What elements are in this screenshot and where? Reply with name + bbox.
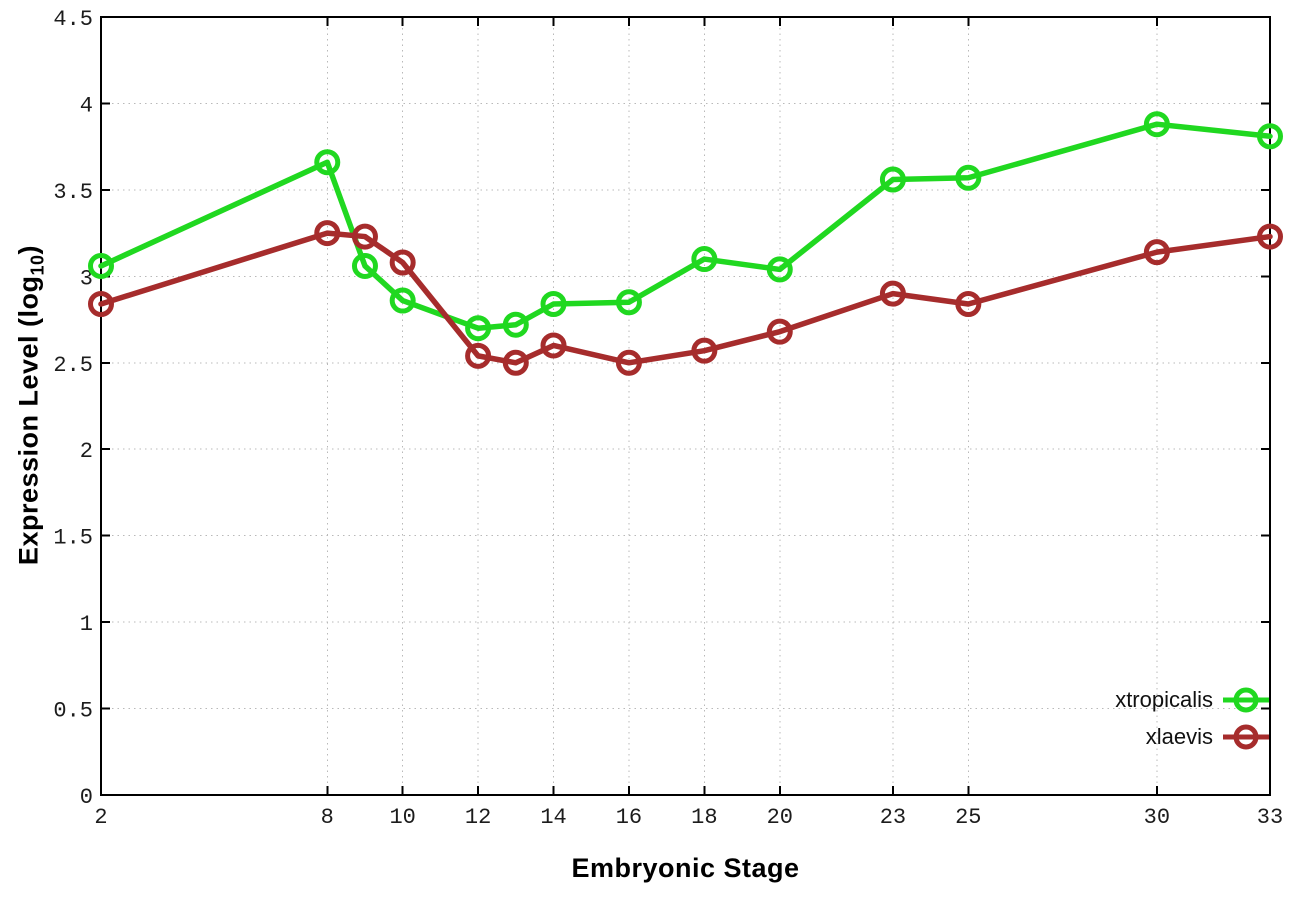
x-tick-label: 8 (321, 805, 334, 830)
data-point-xlaevis (955, 290, 982, 317)
x-tick-label: 30 (1144, 805, 1170, 830)
data-point-xtropicalis (88, 252, 114, 279)
x-tick-label: 18 (691, 805, 717, 830)
x-tick-label: 23 (880, 805, 906, 830)
data-point-xlaevis (766, 318, 793, 345)
data-point-xtropicalis (1143, 111, 1170, 138)
x-tick-label: 20 (767, 805, 793, 830)
open-circle-marker-icon (1233, 724, 1259, 749)
series-line-xtropicalis (98, 121, 1273, 331)
x-tick-label: 2 (94, 805, 107, 830)
x-axis-title: Embryonic Stage (571, 853, 800, 883)
data-point-xtropicalis (955, 164, 982, 191)
x-tick-label: 16 (616, 805, 642, 830)
y-axis-title-close: ) (13, 244, 44, 255)
data-point-xlaevis (502, 349, 529, 376)
data-point-xlaevis (465, 342, 492, 369)
legend-label-xtropicalis: xtropicalis (1115, 686, 1213, 712)
x-tick-label: 33 (1257, 805, 1283, 830)
data-point-xlaevis (615, 349, 642, 376)
y-tick-label: 1.5 (53, 526, 93, 551)
data-point-xlaevis (88, 290, 114, 317)
legend-label-xlaevis: xlaevis (1145, 723, 1213, 749)
y-axis-title-subscript: 10 (27, 254, 48, 276)
x-tick-label: 12 (465, 805, 491, 830)
legend-item-xtropicalis: xtropicalis (1115, 681, 1270, 718)
legend-key-xlaevis (1223, 724, 1269, 749)
series-line-xlaevis (98, 230, 1273, 366)
data-point-xlaevis (691, 337, 718, 364)
data-point-xtropicalis (1257, 123, 1283, 150)
data-point-xlaevis (351, 223, 378, 250)
data-point-xlaevis (1257, 223, 1283, 250)
data-point-xlaevis (314, 220, 341, 247)
data-point-xlaevis (879, 280, 906, 307)
data-point-xtropicalis (502, 311, 529, 338)
y-tick-label: 0.5 (53, 699, 93, 724)
data-point-xlaevis (540, 332, 567, 359)
data-point-xtropicalis (615, 289, 642, 316)
y-tick-label: 3 (80, 266, 93, 291)
data-point-xtropicalis (879, 166, 906, 193)
data-point-xtropicalis (691, 246, 718, 273)
y-tick-label: 4 (80, 93, 93, 118)
y-axis-title: Expression Level (log10) (13, 245, 48, 565)
data-point-xlaevis (1143, 239, 1170, 266)
x-tick-label: 14 (540, 805, 566, 830)
data-point-xlaevis (389, 249, 416, 276)
y-tick-label: 1 (80, 612, 93, 637)
data-point-xtropicalis (314, 149, 341, 176)
y-tick-label: 3.5 (53, 180, 93, 205)
y-tick-label: 0 (80, 785, 93, 810)
y-tick-label: 2.5 (53, 353, 93, 378)
x-tick-label: 10 (389, 805, 415, 830)
y-axis-title-text: Expression Level (log (13, 275, 44, 566)
data-point-xtropicalis (351, 252, 378, 279)
data-point-xtropicalis (766, 256, 793, 283)
data-point-xtropicalis (389, 287, 416, 314)
x-tick-label: 25 (955, 805, 981, 830)
legend-item-xlaevis: xlaevis (1146, 718, 1270, 755)
y-tick-label: 4.5 (53, 7, 93, 32)
legend: xtropicalis xlaevis (1115, 681, 1270, 755)
y-tick-label: 2 (80, 439, 93, 464)
data-point-xtropicalis (465, 315, 492, 342)
legend-key-xtropicalis (1223, 687, 1269, 712)
plot-frame (100, 16, 1271, 796)
data-point-xtropicalis (540, 290, 567, 317)
open-circle-marker-icon (1233, 687, 1259, 712)
